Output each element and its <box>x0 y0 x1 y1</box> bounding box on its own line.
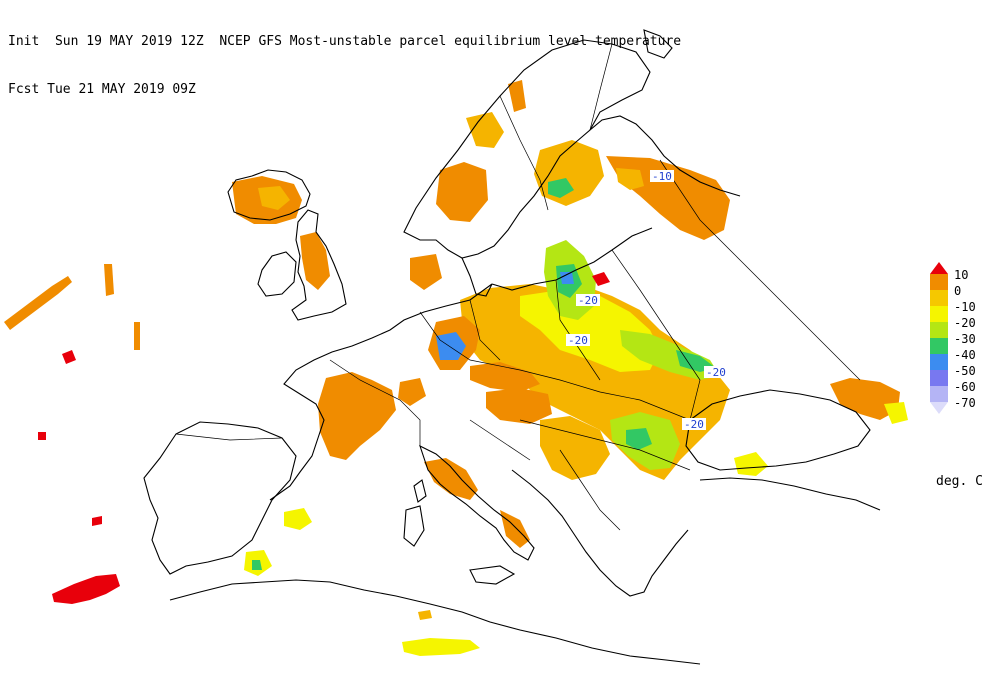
field-region-orange <box>606 156 730 240</box>
map-header: Init Sun 19 MAY 2019 12Z NCEP GFS Most-u… <box>8 2 681 114</box>
legend-swatches <box>930 262 948 414</box>
legend-label-m60: -60 <box>954 380 976 394</box>
contour-label: -20 <box>684 418 704 431</box>
temperature-field-layer <box>4 80 908 656</box>
denmark-coast <box>461 257 493 297</box>
legend-swatch-top <box>930 262 948 274</box>
sicily-coast <box>469 565 516 585</box>
field-region-orange <box>500 510 530 548</box>
field-region-red <box>38 432 46 440</box>
ireland-coast <box>257 251 297 297</box>
field-region-amber <box>418 610 432 620</box>
contour-label-bg <box>566 334 590 346</box>
contour-label: -10 <box>652 170 672 183</box>
sardinia-coast <box>403 505 425 547</box>
contour-label: -20 <box>578 294 598 307</box>
field-region-orange <box>4 276 72 330</box>
legend-swatch <box>930 306 948 322</box>
contour-label: -20 <box>568 334 588 347</box>
field-region-red <box>52 574 120 604</box>
svalbard-coast <box>643 29 673 59</box>
iceland-coast <box>227 169 311 221</box>
field-region-green <box>548 178 574 198</box>
field-region-blue <box>436 332 466 360</box>
field-region-orange <box>508 80 526 112</box>
field-region-green <box>252 560 262 570</box>
contour-label: -20 <box>706 366 726 379</box>
init-title-line: Init Sun 19 MAY 2019 12Z NCEP GFS Most-u… <box>8 34 682 49</box>
field-region-yellow <box>884 402 908 424</box>
north-africa-coast <box>169 579 701 665</box>
field-region-yellow <box>520 290 660 372</box>
field-region-amber <box>466 112 504 148</box>
legend-label-m10: -10 <box>954 300 976 314</box>
legend-swatch-bottom <box>930 402 948 414</box>
field-region-red <box>592 272 610 286</box>
legend-swatch <box>930 322 948 338</box>
field-region-orange <box>486 388 552 424</box>
legend-label-m20: -20 <box>954 316 976 330</box>
legend-swatch <box>930 386 948 402</box>
field-region-red <box>62 350 76 364</box>
field-region-blue <box>560 272 574 284</box>
field-region-yellow <box>734 452 768 476</box>
field-region-orange <box>134 322 140 350</box>
contour-label-bg <box>650 170 674 182</box>
contour-label-bg <box>576 294 600 306</box>
field-region-orange <box>300 232 330 290</box>
legend-label-m50: -50 <box>954 364 976 378</box>
field-region-orange <box>318 372 396 460</box>
legend-swatch <box>930 370 948 386</box>
scandinavia-coast <box>403 39 651 259</box>
field-region-orange <box>830 378 900 420</box>
contour-label-bg <box>704 366 728 378</box>
field-region-amber <box>540 416 610 480</box>
legend-swatch <box>930 290 948 306</box>
field-region-orange <box>470 362 540 392</box>
field-region-green <box>626 428 652 450</box>
field-region-orange <box>436 162 488 222</box>
contour-label-bg <box>682 418 706 430</box>
field-region-orange <box>104 264 114 296</box>
legend-label-m30: -30 <box>954 332 976 346</box>
legend-swatch <box>930 274 948 290</box>
forecast-time-line: Fcst Tue 21 MAY 2019 09Z <box>8 82 196 97</box>
iberia-coast <box>143 421 297 575</box>
field-region-orange <box>398 378 426 406</box>
color-legend: 10 0 -10 -20 -30 -40 -50 -60 -70 <box>928 262 998 426</box>
anatolia-coast <box>699 477 881 511</box>
field-region-yellow <box>284 508 312 530</box>
country-border-layer <box>175 43 861 531</box>
finland-coast <box>589 115 741 197</box>
black-sea-coast <box>685 389 871 471</box>
legend-label-0: 0 <box>954 284 962 298</box>
field-region-yellow <box>402 638 480 656</box>
italy-coast <box>419 444 535 561</box>
corsica-coast <box>413 479 427 503</box>
legend-label-m70: -70 <box>954 396 976 410</box>
britain-coast <box>291 209 347 321</box>
legend-label-m40: -40 <box>954 348 976 362</box>
legend-swatch <box>930 338 948 354</box>
field-region-amber <box>258 186 290 210</box>
legend-label-10: 10 <box>954 268 969 282</box>
legend-swatch <box>930 354 948 370</box>
field-region-amber <box>616 168 644 190</box>
field-region-orange <box>424 458 478 500</box>
balkans-coast <box>511 469 689 597</box>
legend-units: deg. C <box>936 474 983 489</box>
contour-label-layer: -10 -20 -20 -20 -20 <box>566 170 728 431</box>
field-region-orange <box>410 254 442 290</box>
field-region-red <box>92 516 102 526</box>
